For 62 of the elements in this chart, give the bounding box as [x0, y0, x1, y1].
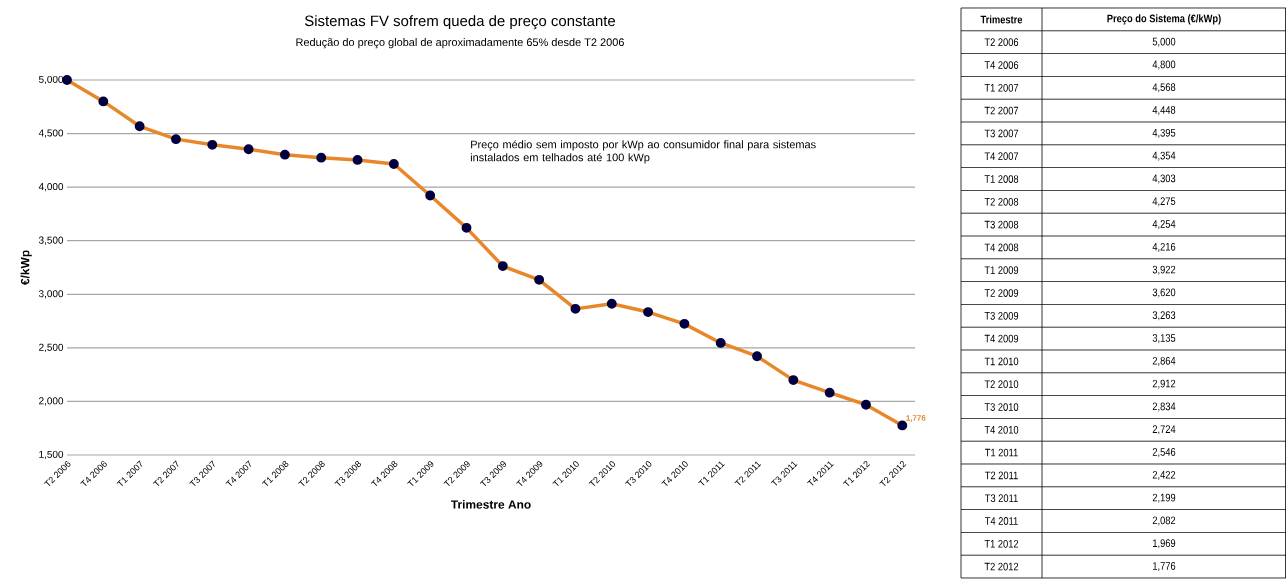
chart-subtitle: Redução do preço global de aproximadamente 65% desde T2 2006 [296, 38, 624, 49]
category-label: T1 2009 [984, 266, 1019, 275]
data-label: 3,263 [1152, 311, 1176, 321]
category-label: T1 2010 [984, 357, 1019, 366]
text: Trimestre [980, 15, 1023, 24]
data-label: 4,395 [1152, 128, 1176, 138]
data-label: 4,354 [1152, 151, 1176, 161]
data-label: 4,275 [1152, 197, 1176, 207]
data-label: 4,800 [1152, 60, 1176, 70]
category-label: T3 2010 [984, 403, 1019, 411]
data-label: 4,303 [1152, 174, 1176, 184]
category-label: T3 2007 [984, 129, 1019, 138]
data-label: 1,969 [1153, 539, 1176, 549]
category-label: T4 2008 [984, 243, 1019, 252]
y-axis-title: €/kWp [20, 250, 32, 286]
y-tick-label: 3,000 [38, 290, 64, 299]
annotation: Preço médio sem imposto por kWp ao consumidor final para sistemas instalados em telhados até 100 kWp [470, 140, 816, 164]
text: Preço do Sistema (€/kWp) [1107, 14, 1221, 25]
category-label: T3 2009 [984, 311, 1019, 320]
category-label: T2 2012 [984, 562, 1019, 571]
data-label: 2,082 [1152, 516, 1176, 526]
data-label: 2,422 [1152, 470, 1176, 480]
data-label: 2,912 [1152, 379, 1176, 389]
category-label: T1 2007 [984, 83, 1019, 92]
data-label: 3,922 [1152, 265, 1176, 275]
y-tick-label: 5,000 [38, 75, 64, 85]
data-label: 2,199 [1152, 493, 1176, 503]
category-label: T2 2007 [984, 106, 1019, 115]
data-label: 2,546 [1152, 448, 1176, 458]
category-label: T3 2011 [984, 494, 1018, 503]
data-label: 2,864 [1152, 356, 1176, 366]
x-axis-title: Trimestre Ano [450, 499, 531, 509]
category-label: T4 2006 [984, 61, 1019, 69]
category-label: T3 2008 [984, 220, 1019, 229]
chart-title: Sistemas FV sofrem queda de preço constante [304, 15, 616, 30]
data-label: 4,254 [1152, 220, 1176, 230]
category-label: T2 2010 [984, 380, 1019, 389]
category-label: T1 2011 [984, 448, 1018, 457]
y-tick-label: 4,500 [38, 129, 64, 138]
data-label: 5,000 [1152, 37, 1176, 47]
category-label: T2 2009 [984, 289, 1019, 297]
category-label: T4 2011 [984, 517, 1018, 525]
y-tick-label: 2,500 [39, 343, 64, 352]
category-label: T1 2008 [984, 175, 1019, 183]
data-label: 3,135 [1152, 334, 1176, 344]
data-label: 1,776 [1153, 562, 1176, 572]
category-label: T1 2012 [984, 539, 1019, 548]
data-label: 4,216 [1152, 242, 1176, 252]
y-tick-label: 2,000 [39, 397, 64, 406]
y-tick-label: 1,500 [39, 450, 64, 460]
data-label: 4,448 [1152, 106, 1176, 116]
category-label: T2 2008 [984, 197, 1019, 206]
category-label: T4 2009 [984, 334, 1019, 343]
y-tick-label: 3,500 [38, 236, 64, 245]
data-label: 2,834 [1152, 402, 1176, 412]
category-label: T2 2006 [984, 38, 1019, 47]
data-label: 3,620 [1152, 288, 1176, 298]
category-label: T4 2007 [984, 152, 1019, 161]
category-label: T4 2010 [984, 425, 1019, 434]
data-label: 4,568 [1152, 83, 1176, 93]
data-label: 2,724 [1152, 425, 1176, 435]
y-tick-label: 4,000 [38, 183, 64, 192]
